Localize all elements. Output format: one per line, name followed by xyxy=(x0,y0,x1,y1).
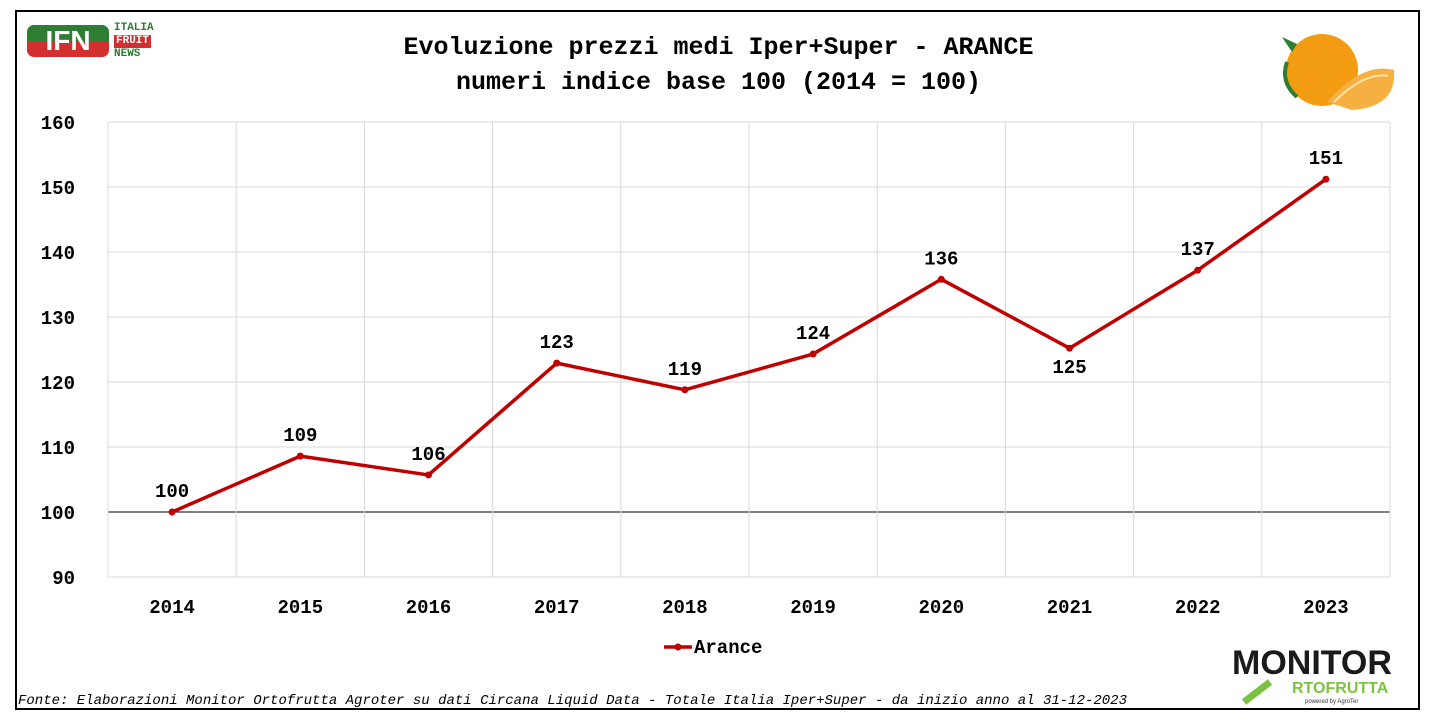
y-tick-label: 140 xyxy=(41,243,75,265)
x-tick-label: 2014 xyxy=(149,597,195,619)
monitor-ortofrutta-logo: MONITOR RTOFRUTTA powered by AgroTer xyxy=(1230,646,1420,708)
data-label: 106 xyxy=(411,444,445,466)
magnifier-icon xyxy=(1241,679,1273,705)
ifn-logo-line3: NEWS xyxy=(114,48,141,60)
data-point xyxy=(809,350,817,358)
monitor-logo-line3: powered by AgroTer xyxy=(1305,699,1359,705)
x-tick-label: 2015 xyxy=(277,597,323,619)
y-tick-label: 110 xyxy=(41,438,75,460)
data-label: 100 xyxy=(155,481,189,503)
series-line-arance xyxy=(171,177,1327,514)
data-point xyxy=(681,386,689,394)
y-tick-label: 150 xyxy=(41,178,75,200)
y-tick-label: 100 xyxy=(41,503,75,525)
data-label: 136 xyxy=(924,248,958,270)
chart-frame xyxy=(15,10,1420,710)
x-tick-label: 2017 xyxy=(534,597,580,619)
monitor-logo-line2: RTOFRUTTA xyxy=(1292,680,1389,697)
x-tick-label: 2020 xyxy=(918,597,964,619)
x-tick-label: 2016 xyxy=(406,597,452,619)
data-label: 119 xyxy=(668,359,702,381)
x-tick-label: 2021 xyxy=(1047,597,1093,619)
ifn-logo-mark: IFN xyxy=(27,25,109,57)
legend-marker-arance xyxy=(674,643,682,651)
x-tick-label: 2018 xyxy=(662,597,708,619)
data-point xyxy=(1066,344,1073,352)
y-tick-label: 90 xyxy=(52,568,75,590)
ifn-logo-wordmark: ITALIA FRUIT NEWS xyxy=(114,22,154,61)
line-chart: 90 100 110 120 130 140 150 160 2014 2015 2016 2017 2… xyxy=(41,113,1391,659)
data-label: 125 xyxy=(1052,357,1086,379)
oranges-illustration xyxy=(1282,34,1395,110)
ifn-logo-line2: FRUIT xyxy=(114,35,152,48)
x-tick-label: 2022 xyxy=(1175,597,1221,619)
data-point xyxy=(296,452,304,460)
data-point xyxy=(1322,175,1330,183)
y-tick-label: 160 xyxy=(41,113,75,135)
source-footnote: Fonte: Elaborazioni Monitor Ortofrutta A… xyxy=(18,693,1127,709)
data-point xyxy=(553,359,561,367)
x-tick-label: 2023 xyxy=(1303,597,1349,619)
legend-label-arance: Arance xyxy=(694,637,762,659)
y-tick-label: 130 xyxy=(41,308,75,330)
data-point xyxy=(168,508,176,516)
data-label: 123 xyxy=(540,332,574,354)
data-label: 137 xyxy=(1181,239,1215,261)
data-label: 151 xyxy=(1309,148,1343,170)
monitor-logo-line1: MONITOR xyxy=(1232,644,1392,682)
data-label: 109 xyxy=(283,425,317,447)
chart-title-line2: numeri indice base 100 (2014 = 100) xyxy=(455,68,982,97)
data-label: 124 xyxy=(796,323,830,345)
y-tick-label: 120 xyxy=(41,373,75,395)
ifn-logo: IFN ITALIA FRUIT NEWS xyxy=(27,22,172,64)
x-tick-label: 2019 xyxy=(790,597,836,619)
ifn-logo-line1: ITALIA xyxy=(114,22,154,34)
data-point xyxy=(1194,266,1202,274)
data-point xyxy=(425,471,432,479)
data-point xyxy=(937,275,945,283)
chart-title-line1: Evoluzione prezzi medi Iper+Super - ARAN… xyxy=(403,33,1034,62)
